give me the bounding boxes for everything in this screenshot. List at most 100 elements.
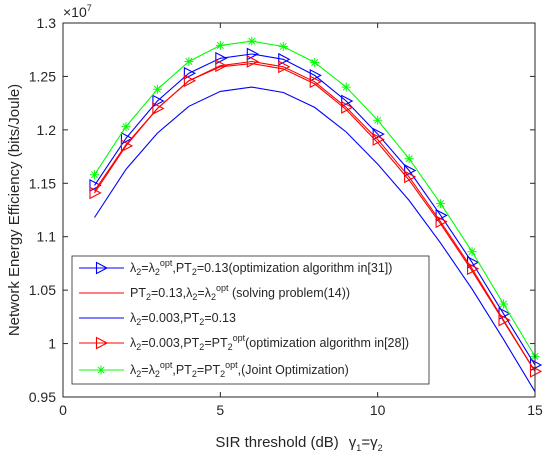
legend-label-2-part-5: 2	[211, 292, 216, 302]
series-4-point-4	[183, 74, 197, 88]
series-5-point-12-stroke-3	[437, 200, 445, 208]
legend-marker-4	[95, 336, 109, 350]
legend-label-2-part-1: 2	[146, 292, 151, 302]
series-4-point-1	[89, 186, 102, 200]
y-exponent-base: ×10	[63, 4, 87, 20]
series-5-point-11-stroke-3	[405, 155, 413, 163]
legend-label-1-part-1: 2	[136, 267, 141, 277]
legend-entry-4: λ2=0.003,PT2=PT2opt(optimization algorit…	[79, 333, 409, 352]
series-1-point-4	[183, 66, 197, 80]
legend-marker-5-stroke-3	[97, 366, 105, 374]
x-axis-label: SIR threshold (dB) γ1=γ2	[215, 434, 382, 453]
legend-label-5-part-0: λ	[130, 363, 137, 377]
series-5-point-8	[310, 58, 320, 68]
series-5-point-13-stroke-3	[468, 248, 476, 256]
series-1-point-8	[309, 68, 322, 82]
legend-label-5-part-8: 2	[220, 369, 225, 379]
x-axis-eq: =	[361, 434, 370, 451]
y-axis-label: Network Energy Efficiency (bits/Joule)	[6, 84, 23, 336]
y-tick-label-6: 1.25	[29, 68, 56, 84]
axes-box	[62, 22, 536, 398]
legend-label-2-part-3: 2	[192, 292, 197, 302]
series-4-point-11	[404, 170, 417, 184]
legend-label-5-part-1: 2	[136, 369, 141, 379]
x-axis-label-text: SIR threshold (dB)	[215, 434, 338, 451]
legend-label-4-part-7: (optimization algorithm in[28])	[245, 336, 409, 350]
legend-label-1-part-2: =λ	[141, 261, 155, 275]
series-1-point-1	[89, 179, 102, 192]
legend-label-5-part-3: 2	[155, 369, 160, 379]
legend-label-3: λ2=0.003,PT2=0.13	[130, 311, 236, 327]
legend-label-5-part-2: =λ	[141, 363, 155, 377]
series-5-point-2	[121, 122, 131, 132]
series-5-point-6	[247, 36, 257, 46]
legend-label-1-part-4: opt	[160, 258, 173, 268]
series-4-point-6	[246, 55, 259, 68]
series-5-point-9-stroke-3	[342, 83, 350, 91]
series-4-point-14	[498, 313, 511, 327]
legend-label-3-part-3: 2	[199, 317, 204, 327]
legend-label-5-part-7: =PT	[197, 363, 221, 377]
legend-label-2-part-6: opt	[216, 283, 229, 293]
series-4-point-15	[529, 364, 543, 378]
series-5-point-2-stroke-3	[122, 123, 130, 131]
legend-label-5-part-9: opt	[225, 360, 238, 370]
series-4-point-9	[341, 101, 354, 114]
series-4-point-3	[152, 102, 165, 115]
series-4	[89, 55, 543, 378]
legend: λ2=λ2opt,PT2=0.13(optimization algorithm…	[71, 255, 430, 385]
legend-label-1-part-5: ,PT	[172, 261, 192, 275]
ticks-layer: 0 5 10 15 0.95 1 1.05 1.1 1.15 1.2 1.25 1.3	[29, 15, 543, 418]
legend-label-1: λ2=λ2opt,PT2=0.13(optimization algorithm…	[130, 258, 392, 277]
legend-label-1-part-7: =0.13(optimization algorithm in[31])	[197, 261, 393, 275]
legend-marker-1	[95, 261, 109, 275]
series-4-point-2	[120, 139, 134, 153]
series-1-point-9	[341, 94, 354, 108]
legend-label-5-part-6: 2	[192, 369, 197, 379]
series-4-point-8	[309, 75, 322, 89]
series-5-point-11	[404, 154, 414, 164]
series-4-point-10	[372, 133, 385, 146]
x-axis-sub1: 1	[356, 443, 361, 453]
legend-label-4-part-6: opt	[233, 333, 246, 343]
series-5-point-7-stroke-3	[279, 42, 287, 51]
legend-label-2-part-7: (solving problem(14))	[228, 286, 350, 300]
y-tick-label-1: 1	[48, 336, 56, 352]
series-5-point-8-stroke-3	[311, 59, 319, 67]
series-1-point-11	[404, 164, 417, 177]
legend-label-2: PT2=0.13,λ2=λ2opt (solving problem(14))	[130, 283, 350, 302]
y-exponent-power: 7	[87, 3, 92, 13]
legend-label-3-part-1: 2	[136, 317, 141, 327]
x-tick-label-1: 5	[216, 402, 224, 418]
legend-label-2-part-0: PT	[130, 286, 146, 300]
x-tick-label-3: 15	[527, 402, 543, 418]
legend-entry-2: PT2=0.13,λ2=λ2opt (solving problem(14))	[79, 283, 350, 302]
series-5-point-10-stroke-3	[374, 116, 382, 124]
series-5-point-12	[436, 199, 446, 209]
legend-label-5: λ2=λ2opt,PT2=PT2opt,(Joint Optimization)	[130, 360, 349, 379]
series-3	[94, 86, 536, 392]
series-4-point-12	[435, 215, 448, 229]
y-tick-label-3: 1.1	[37, 229, 57, 245]
x-tick-label-0: 0	[59, 402, 67, 418]
series-5-point-1-stroke-3	[90, 171, 99, 179]
x-axis-gamma2: γ	[370, 434, 378, 451]
series-4-point-7	[278, 60, 291, 74]
x-axis-sub2: 2	[378, 443, 383, 453]
series-5-point-6-stroke-3	[248, 37, 256, 45]
series-5-point-14-stroke-3	[499, 300, 508, 308]
legend-label-4-part-4: =PT	[204, 336, 228, 350]
series-5-point-4	[184, 56, 194, 66]
legend-label-4-part-5: 2	[228, 342, 233, 352]
series-1-point-2	[120, 131, 134, 145]
y-tick-label-5: 1.2	[37, 122, 57, 138]
legend-label-1-part-6: 2	[192, 267, 197, 277]
series-5-point-14	[499, 299, 509, 309]
series-5-point-10	[373, 115, 383, 125]
x-axis-gamma1: γ	[349, 434, 357, 451]
series-3-line	[94, 86, 536, 392]
legend-label-5-part-5: ,PT	[172, 363, 192, 377]
legend-label-3-part-0: λ	[130, 311, 137, 325]
series-4-point-5	[215, 59, 228, 73]
